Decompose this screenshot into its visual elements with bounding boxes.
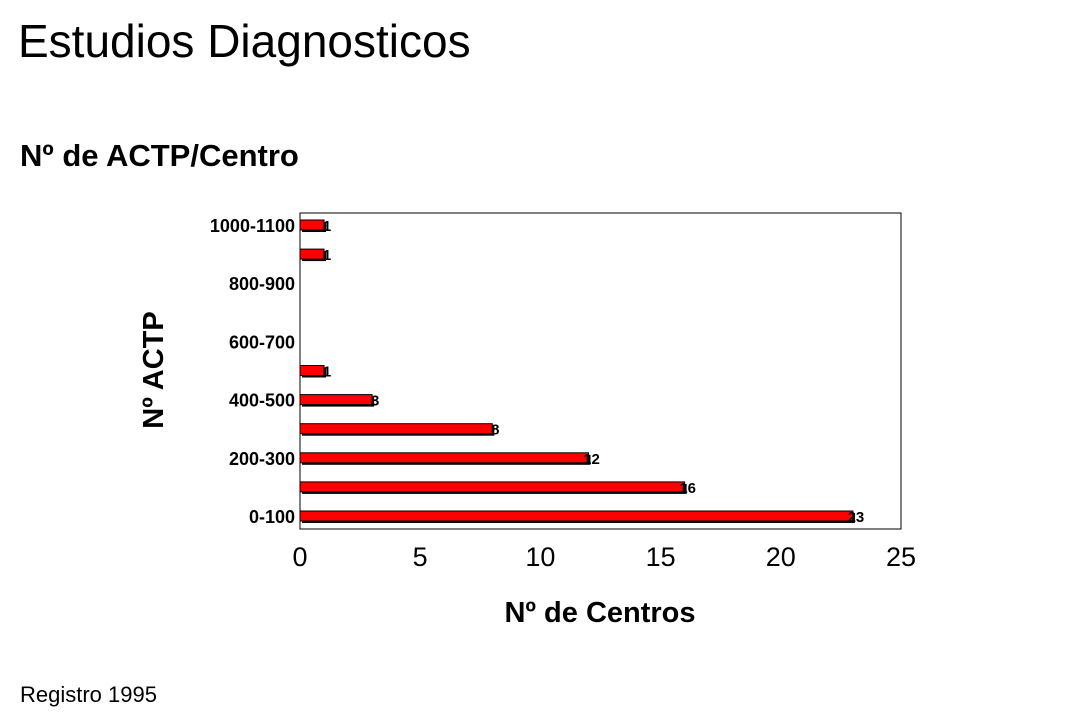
page-subtitle: Nº de ACTP/Centro xyxy=(20,138,299,173)
x-tick-label: 15 xyxy=(646,542,676,572)
bar xyxy=(299,452,589,464)
bar xyxy=(299,481,686,493)
x-tick-label: 10 xyxy=(525,542,555,572)
page-title: Estudios Diagnosticos xyxy=(18,15,471,67)
data-label: 8 xyxy=(491,422,499,439)
data-label: 1 xyxy=(323,364,331,381)
footer-note: Registro 1995 xyxy=(20,682,157,707)
bar xyxy=(299,423,493,435)
y-tick-label: 200-300 xyxy=(229,449,295,469)
x-tick-label: 25 xyxy=(886,542,916,572)
bar xyxy=(299,510,854,522)
bar xyxy=(299,248,325,260)
x-tick-label: 5 xyxy=(413,542,428,572)
x-axis-label: Nº de Centros xyxy=(504,597,695,629)
y-tick-label: 400-500 xyxy=(229,391,295,411)
y-axis-label: Nº ACTP xyxy=(138,311,170,428)
data-label: 1 xyxy=(323,247,331,264)
y-tick-label: 600-700 xyxy=(229,332,295,352)
bar xyxy=(299,365,325,376)
bar xyxy=(299,394,373,406)
bar xyxy=(299,219,325,231)
data-labels: 23 16 12 8 3 1 1 1 xyxy=(323,218,864,526)
data-label: 12 xyxy=(583,451,600,468)
bars-group xyxy=(299,219,855,523)
data-label: 16 xyxy=(679,480,696,497)
y-tick-label: 800-900 xyxy=(229,274,295,294)
bar-chart: 0-100 200-300 400-500 600-700 800-900 1000-11… xyxy=(138,212,916,629)
data-label: 1 xyxy=(323,218,331,235)
y-tick-label: 0-100 xyxy=(249,507,295,527)
x-tick-labels: 0 5 10 15 20 25 xyxy=(292,542,916,572)
y-tick-label: 1000-1100 xyxy=(210,216,295,236)
y-tick-labels: 0-100 200-300 400-500 600-700 800-900 1000-11… xyxy=(210,216,295,527)
data-label: 3 xyxy=(371,393,379,410)
x-tick-label: 20 xyxy=(766,542,796,572)
x-tick-label: 0 xyxy=(292,542,307,572)
data-label: 23 xyxy=(848,509,865,526)
